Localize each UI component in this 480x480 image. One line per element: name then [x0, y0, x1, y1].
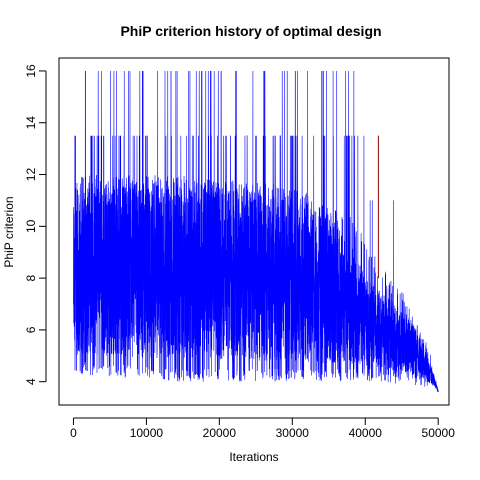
y-tick-label: 8: [24, 274, 38, 281]
x-tick-label: 20000: [203, 426, 237, 440]
y-tick-label: 6: [24, 326, 38, 333]
y-tick-label: 4: [24, 378, 38, 385]
x-tick-label: 10000: [130, 426, 164, 440]
y-tick-label: 10: [24, 219, 38, 233]
x-tick-label: 40000: [349, 426, 383, 440]
y-axis: 4 6 8 10 12 14 16: [24, 64, 47, 385]
x-tick-label: 50000: [422, 426, 456, 440]
x-axis-label: Iterations: [229, 450, 278, 464]
y-tick-label: 16: [24, 64, 38, 78]
data-layer: [73, 70, 439, 393]
y-tick-label: 12: [24, 168, 38, 182]
tail-mark: [435, 384, 439, 393]
plot-frame: [58, 57, 450, 406]
x-tick-label: 0: [70, 426, 77, 440]
y-axis-label: PhiP criterion: [2, 196, 16, 267]
x-tick-label: 30000: [276, 426, 310, 440]
x-axis: 0 10000 20000 30000 40000 50000: [70, 417, 456, 440]
y-tick-label: 14: [24, 116, 38, 130]
series-line-phip: [73, 70, 439, 393]
chart-title: PhiP criterion history of optimal design: [120, 23, 381, 39]
